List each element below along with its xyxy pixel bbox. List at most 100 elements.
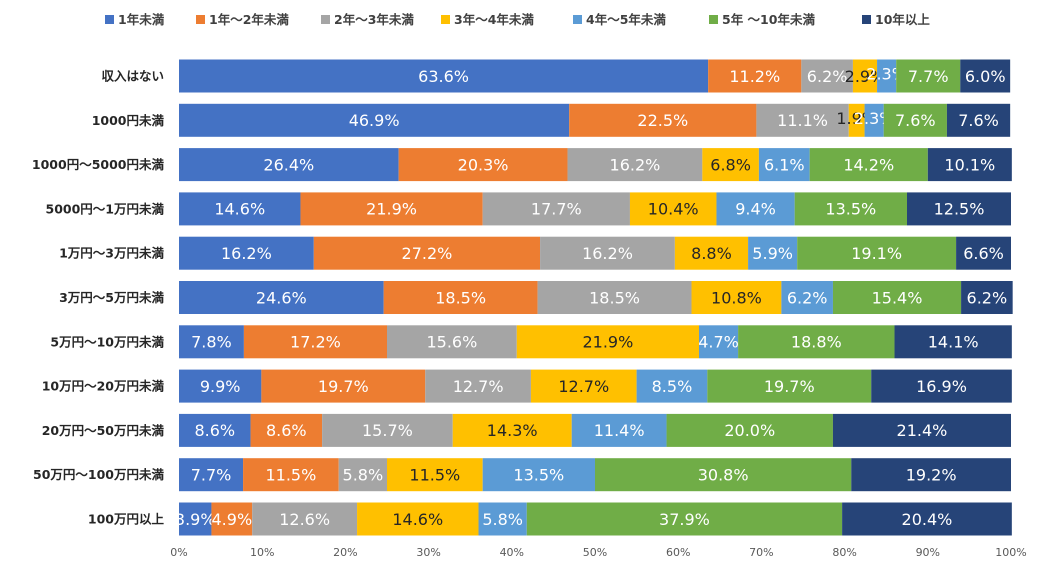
data-label: 18.5% bbox=[589, 288, 640, 307]
data-label: 12.7% bbox=[558, 377, 609, 396]
category-label: 1000円未満 bbox=[92, 113, 165, 128]
data-label: 4.7% bbox=[698, 333, 739, 352]
bar-segment bbox=[179, 192, 301, 226]
bar-segment bbox=[179, 369, 262, 403]
data-label: 7.7% bbox=[908, 67, 949, 86]
category-label: 5000円～1万円未満 bbox=[46, 201, 165, 216]
bar-segment bbox=[482, 458, 595, 492]
legend-swatch bbox=[862, 15, 871, 24]
bar-segment bbox=[871, 369, 1012, 403]
data-label: 11.4% bbox=[594, 421, 645, 440]
bar-segment bbox=[357, 502, 479, 536]
bar-segment bbox=[179, 502, 212, 536]
bar-segment bbox=[179, 413, 251, 447]
bar-segment bbox=[425, 369, 531, 403]
category-label: 1000円～5000円未満 bbox=[32, 157, 165, 172]
data-label: 13.5% bbox=[825, 200, 876, 219]
bar-segment bbox=[708, 59, 802, 93]
data-label: 17.2% bbox=[290, 333, 341, 352]
data-label: 14.2% bbox=[843, 155, 894, 174]
data-label: 8.6% bbox=[194, 421, 235, 440]
bar-segment bbox=[636, 369, 708, 403]
data-label: 16.2% bbox=[221, 244, 272, 263]
data-label: 12.5% bbox=[934, 200, 985, 219]
bar-segment bbox=[864, 103, 884, 137]
data-label: 13.5% bbox=[513, 465, 564, 484]
category-label: 収入はない bbox=[101, 69, 164, 84]
bar-segment bbox=[707, 369, 872, 403]
bar-segment bbox=[482, 192, 630, 226]
bar-segment bbox=[530, 369, 637, 403]
data-label: 21.4% bbox=[897, 421, 948, 440]
data-label: 20.3% bbox=[458, 155, 509, 174]
data-label: 14.6% bbox=[392, 510, 443, 529]
bar-segment bbox=[848, 103, 865, 137]
bar-segment bbox=[338, 458, 387, 492]
data-label: 6.2% bbox=[787, 288, 828, 307]
x-tick-label: 30% bbox=[416, 546, 440, 559]
x-tick-label: 20% bbox=[333, 546, 357, 559]
data-label: 16.2% bbox=[610, 155, 661, 174]
x-tick-label: 10% bbox=[250, 546, 274, 559]
bar-segment bbox=[927, 148, 1012, 182]
data-label: 3.9% bbox=[175, 510, 216, 529]
data-label: 10.1% bbox=[944, 155, 995, 174]
legend-label: 4年～5年未満 bbox=[586, 12, 666, 27]
legend-label: 2年～3年未満 bbox=[334, 12, 414, 27]
category-label: 50万円～100万円未満 bbox=[33, 467, 164, 482]
bar-segment bbox=[322, 413, 453, 447]
bar-segment bbox=[851, 458, 1011, 492]
bar-segment bbox=[387, 325, 517, 359]
data-label: 14.1% bbox=[928, 333, 979, 352]
bar-segment bbox=[252, 502, 358, 536]
category-label: 100万円以上 bbox=[88, 512, 165, 527]
bar-segment bbox=[907, 192, 1011, 226]
data-label: 15.6% bbox=[426, 333, 477, 352]
bar-segment bbox=[666, 413, 833, 447]
x-tick-label: 60% bbox=[666, 546, 690, 559]
data-label: 12.7% bbox=[453, 377, 504, 396]
category-label: 1万円～3万円未満 bbox=[59, 246, 164, 261]
data-label: 7.7% bbox=[191, 465, 232, 484]
bar-segment bbox=[877, 59, 897, 93]
value-axis: 0% 10% 20% 30% 40% 50% 60% 70% 80% 90% 100% bbox=[170, 546, 1026, 559]
data-label: 26.4% bbox=[263, 155, 314, 174]
bar-segment bbox=[809, 148, 928, 182]
data-label: 46.9% bbox=[349, 111, 400, 130]
data-label: 16.2% bbox=[582, 244, 633, 263]
bar-segment bbox=[842, 502, 1012, 536]
legend-label: 10年以上 bbox=[875, 12, 930, 27]
bar-segment bbox=[702, 148, 759, 182]
data-label: 6.2% bbox=[967, 288, 1008, 307]
data-label: 2.9% bbox=[845, 67, 886, 86]
data-label: 11.5% bbox=[265, 465, 316, 484]
data-label: 5.9% bbox=[752, 244, 793, 263]
bar-segment bbox=[300, 192, 483, 226]
bar-segment bbox=[571, 413, 667, 447]
data-label: 6.0% bbox=[965, 67, 1006, 86]
data-label: 10.4% bbox=[648, 200, 699, 219]
category-label: 5万円～10万円未満 bbox=[50, 334, 164, 349]
legend-swatch bbox=[709, 15, 718, 24]
bar-segment bbox=[894, 325, 1012, 359]
data-label: 11.1% bbox=[777, 111, 828, 130]
bar-segment bbox=[179, 103, 570, 137]
data-label: 21.9% bbox=[366, 200, 417, 219]
bar-segment bbox=[691, 281, 782, 314]
bar-segment bbox=[537, 281, 692, 314]
plot-area: 63.6% 11.2% 6.2%2.9%2.3% 7.7% 6.0%46.9% 22.5%… bbox=[175, 59, 1013, 536]
bar-segment bbox=[960, 59, 1011, 93]
bar-segment bbox=[516, 325, 699, 359]
bar-segment bbox=[699, 325, 739, 359]
x-tick-label: 50% bbox=[583, 546, 607, 559]
legend-label: 3年～4年未満 bbox=[454, 12, 534, 27]
legend-label: 1年～2年未満 bbox=[209, 12, 289, 27]
data-label: 11.2% bbox=[729, 67, 780, 86]
bar-segment bbox=[716, 192, 795, 226]
bar-segment bbox=[674, 236, 749, 270]
data-label: 18.8% bbox=[791, 333, 842, 352]
bar-segment bbox=[261, 369, 426, 403]
x-tick-label: 80% bbox=[832, 546, 856, 559]
